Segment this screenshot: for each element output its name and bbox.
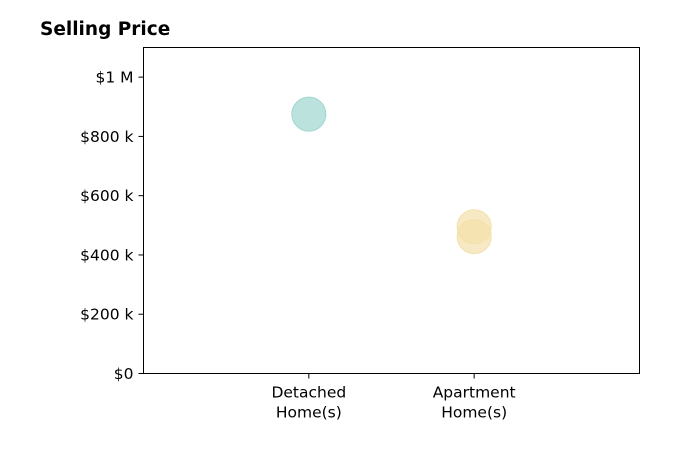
chart-title: Selling Price bbox=[40, 19, 170, 40]
y-tick-label: $600 k bbox=[80, 187, 133, 205]
x-tick-label: Home(s) bbox=[441, 404, 507, 422]
y-tick-label: $200 k bbox=[80, 306, 133, 324]
y-tick-label: $1 M bbox=[95, 69, 133, 87]
y-tick-label: $800 k bbox=[80, 128, 133, 146]
x-tick-label: Apartment bbox=[433, 384, 516, 402]
points-layer bbox=[291, 96, 492, 255]
x-tick-label: Home(s) bbox=[276, 404, 342, 422]
data-point bbox=[291, 96, 327, 132]
y-tick-label: $400 k bbox=[80, 246, 133, 264]
y-axis: $0 $200 k $400 k $600 k $800 k $1 M bbox=[80, 69, 144, 383]
data-point bbox=[456, 219, 492, 255]
x-axis: Detached Home(s) Apartment Home(s) bbox=[271, 373, 516, 422]
y-tick-label: $0 bbox=[114, 365, 134, 383]
x-tick-label: Detached bbox=[271, 384, 346, 402]
plot-frame bbox=[143, 47, 640, 374]
